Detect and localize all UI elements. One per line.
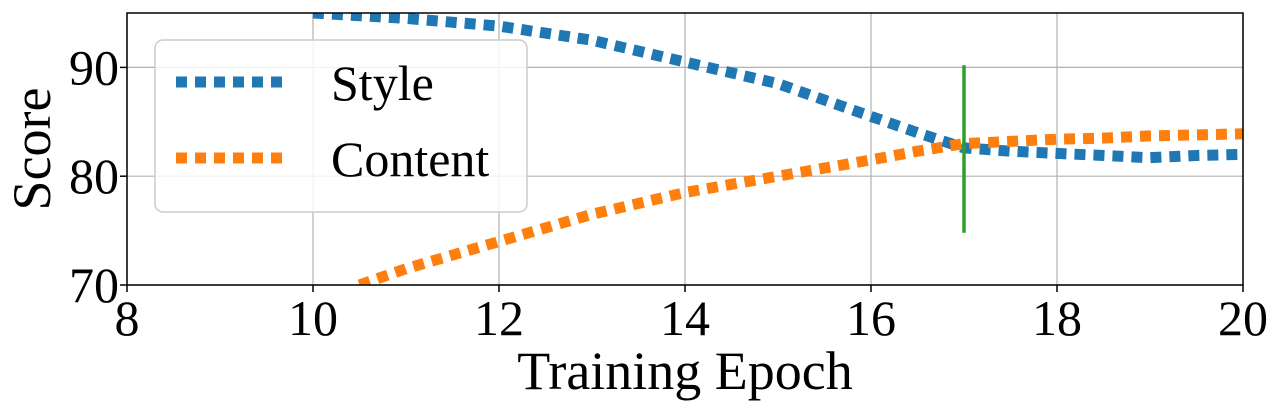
y-axis-title: Score (2, 88, 62, 211)
x-tick-label: 8 (115, 290, 140, 346)
x-tick-labels: 8 10 12 14 16 18 20 (115, 285, 1268, 346)
legend-label-content: Content (331, 131, 489, 187)
y-tick-label: 80 (69, 148, 119, 204)
legend: Style Content (154, 39, 528, 213)
y-tick-label: 70 (69, 257, 119, 313)
series-line-content (357, 128, 1243, 285)
x-tick-label: 16 (846, 290, 896, 346)
series-lines (312, 13, 1243, 285)
x-tick-label: 12 (474, 290, 524, 346)
x-tick-label: 14 (660, 290, 710, 346)
legend-label-style: Style (331, 55, 434, 111)
y-tick-label: 90 (69, 39, 119, 95)
y-tick-labels: 70 80 90 (69, 39, 127, 313)
x-axis-title: Training Epoch (517, 341, 853, 401)
legend-box (154, 39, 528, 213)
x-tick-label: 10 (288, 290, 338, 346)
series-line-style (312, 13, 1243, 164)
x-tick-label: 20 (1218, 290, 1268, 346)
x-tick-label: 18 (1032, 290, 1082, 346)
